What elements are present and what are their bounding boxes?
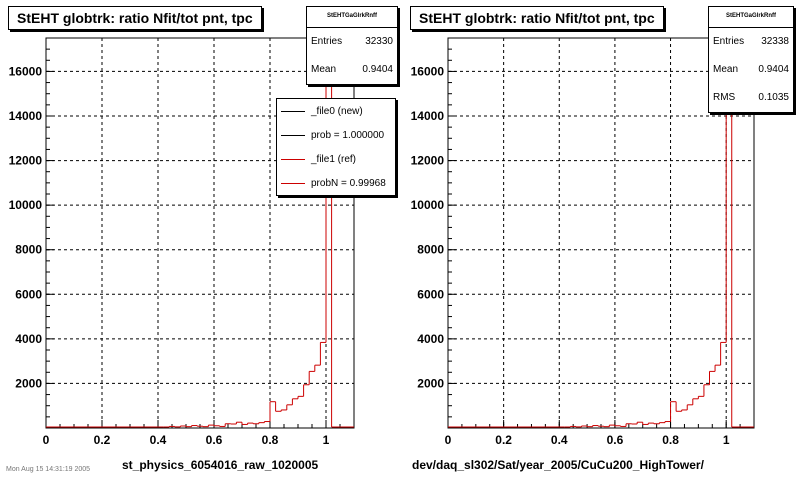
- left-plot-title: StEHT globtrk: ratio Nfit/tot pnt, tpc: [8, 6, 262, 30]
- right-stats-entries-value: 32338: [761, 36, 789, 47]
- right-stats-box: StEHTGaGlrkRnff Entries 32338 Mean 0.940…: [708, 6, 794, 113]
- left-y-tick-label-6: 14000: [9, 109, 43, 123]
- left-x-axis-title: st_physics_6054016_raw_1020005: [122, 458, 319, 472]
- right-y-tick-label-5: 12000: [411, 154, 445, 168]
- left-stats-entries-label: Entries: [311, 36, 343, 47]
- left-stats-entries-value: 32330: [365, 36, 393, 47]
- right-x-tick-label-4: 0.8: [662, 433, 679, 447]
- left-legend: _file0 (new) prob = 1.000000 _file1 (ref…: [276, 98, 396, 196]
- left-plot-pad: 0 0.2 0.4 0.6 0.8 1 2000 4000 6000 8000 10000 12000…: [8, 6, 398, 472]
- right-frame: [447, 37, 755, 429]
- right-stats-rms-label: RMS: [713, 92, 736, 103]
- right-y-tick-label-6: 14000: [411, 109, 445, 123]
- right-y-tick-label-4: 10000: [411, 198, 445, 212]
- right-stats-name: StEHTGaGlrkRnff: [709, 7, 793, 28]
- legend-label: prob = 1.000000: [311, 129, 385, 141]
- left-x-tick-label-5: 1: [323, 433, 330, 447]
- left-x-tick-label-4: 0.8: [262, 433, 279, 447]
- left-y-tick-label-1: 4000: [15, 332, 42, 346]
- right-stats-mean-label: Mean: [713, 64, 739, 75]
- legend-label: _file1 (ref): [311, 153, 357, 165]
- left-y-tick-label-0: 2000: [15, 376, 42, 390]
- left-x-tick-label-0: 0: [43, 433, 50, 447]
- right-histogram-canvas: 0 0.2 0.4 0.6 0.8 120004000600080001000012000…: [411, 37, 755, 447]
- left-y-tick-label-3: 8000: [15, 243, 42, 257]
- left-x-tick-label-3: 0.6: [206, 433, 223, 447]
- left-y-tick-label-4: 10000: [9, 198, 43, 212]
- left-stats-name: StEHTGaGlrkRnff: [307, 7, 397, 28]
- right-y-tick-label-1: 4000: [417, 332, 444, 346]
- left-y-tick-label-5: 12000: [9, 154, 43, 168]
- legend-label: probN = 0.99968: [311, 177, 386, 189]
- right-y-tick-label-0: 2000: [417, 376, 444, 390]
- legend-swatch: [281, 182, 305, 184]
- right-stats-entries-label: Entries: [713, 36, 745, 47]
- legend-entry-file1: _file1 (ref): [277, 147, 395, 171]
- left-stats-box: StEHTGaGlrkRnff Entries 32330 Mean 0.940…: [306, 6, 398, 85]
- legend-entry-prob: prob = 1.000000: [277, 123, 395, 147]
- right-x-tick-label-1: 0.2: [495, 433, 512, 447]
- legend-swatch: [281, 110, 305, 112]
- footer-timestamp: Mon Aug 15 14:31:19 2005: [6, 466, 91, 473]
- left-x-tick-label-1: 0.2: [94, 433, 111, 447]
- legend-entry-probn: probN = 0.99968: [277, 171, 395, 195]
- left-stats-mean-label: Mean: [311, 64, 337, 75]
- left-x-tick-label-2: 0.4: [150, 433, 167, 447]
- right-stats-mean-value: 0.9404: [758, 64, 789, 75]
- right-plot-title: StEHT globtrk: ratio Nfit/tot pnt, tpc: [410, 6, 664, 30]
- right-x-tick-label-2: 0.4: [551, 433, 568, 447]
- right-stats-rms-value: 0.1035: [758, 92, 789, 103]
- legend-swatch: [281, 134, 305, 136]
- right-x-axis-title: dev/daq_sl302/Sat/year_2005/CuCu200_High…: [412, 458, 704, 472]
- left-y-tick-label-7: 16000: [9, 64, 43, 78]
- legend-label: _file0 (new): [311, 105, 363, 117]
- right-y-tick-label-3: 8000: [417, 243, 444, 257]
- legend-entry-file0: _file0 (new): [277, 99, 395, 123]
- right-x-tick-label-0: 0: [445, 433, 452, 447]
- left-y-tick-label-2: 6000: [15, 287, 42, 301]
- right-y-tick-label-7: 16000: [411, 64, 445, 78]
- left-frame: [45, 37, 355, 429]
- right-x-tick-label-5: 1: [723, 433, 730, 447]
- right-plot-pad: 0 0.2 0.4 0.6 0.8 1 2000 4000 6000 8000 10000 12000…: [400, 0, 800, 480]
- right-x-tick-label-3: 0.6: [607, 433, 624, 447]
- left-stats-mean-value: 0.9404: [362, 64, 393, 75]
- right-y-tick-label-2: 6000: [417, 287, 444, 301]
- legend-swatch: [281, 158, 305, 160]
